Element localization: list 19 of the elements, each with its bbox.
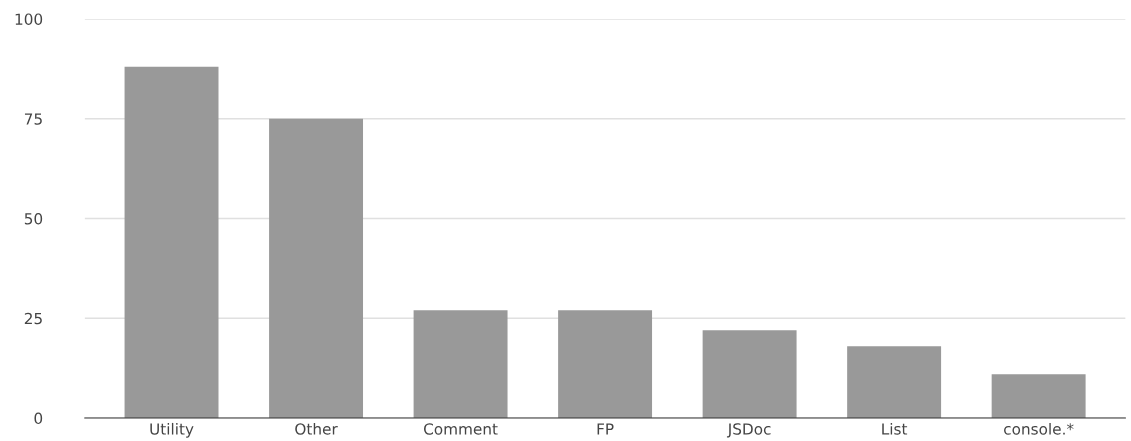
y-tick-label: 25 <box>24 312 42 325</box>
x-tick-label: JSDoc <box>726 423 771 438</box>
bar <box>124 66 219 419</box>
bar <box>991 374 1086 419</box>
bar <box>269 118 364 419</box>
x-tick-label: Other <box>295 422 338 435</box>
bar <box>702 330 797 419</box>
y-tick-label: 50 <box>24 212 43 225</box>
bar <box>558 310 653 419</box>
y-tick-label: 75 <box>24 113 42 125</box>
x-tick-label: console.* <box>1004 422 1074 435</box>
bar <box>847 346 942 419</box>
x-tick-label: Comment <box>424 423 498 435</box>
bar <box>413 310 508 419</box>
y-tick-label: 100 <box>15 13 43 25</box>
y-tick-label: 0 <box>34 412 43 425</box>
x-tick-label: Utility <box>150 422 194 438</box>
x-tick-label: List <box>882 422 908 435</box>
x-tick-label: FP <box>597 423 614 435</box>
